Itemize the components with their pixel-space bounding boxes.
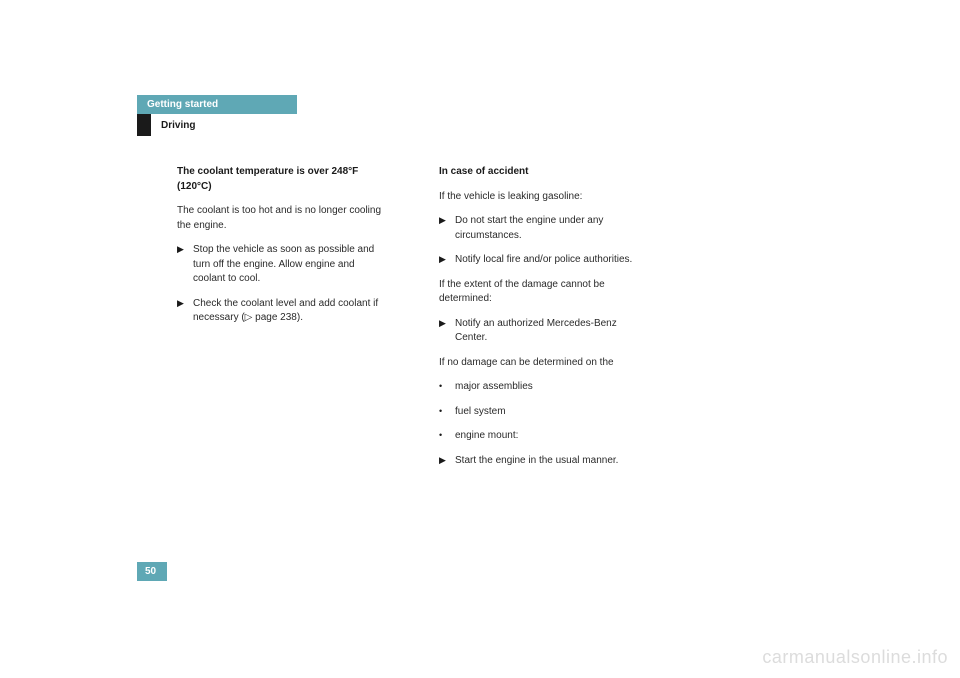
bullet-text: Start the engine in the usual manner. [455,454,649,469]
bullet-item: ▶ Check the coolant level and add coolan… [177,297,387,326]
col1-intro: The coolant is too hot and is no longer … [177,204,387,233]
triangle-icon: ▶ [439,454,455,469]
dot-icon: • [439,429,455,444]
bullet-text: engine mount: [455,429,649,444]
col2-heading: In case of accident [439,165,649,180]
dot-icon: • [439,405,455,420]
page-number: 50 [137,562,167,581]
dot-icon: • [439,380,455,395]
bullet-item: • engine mount: [439,429,649,444]
bullet-text: Notify an authorized Mercedes-Benz Cente… [455,317,649,346]
col1-heading: The coolant temperature is over 248°F (1… [177,165,387,194]
triangle-icon: ▶ [177,297,193,326]
section-title: Driving [151,114,195,137]
bullet-text: Notify local fire and/or police authorit… [455,253,649,268]
column-right: In case of accident If the vehicle is le… [439,165,649,478]
bullet-item: • fuel system [439,405,649,420]
manual-page: Getting started Driving The coolant temp… [137,94,837,478]
header-tab: Getting started [137,95,297,114]
col2-intro2: If the extent of the damage cannot be de… [439,278,649,307]
col2-intro3: If no damage can be determined on the [439,356,649,371]
side-marker-block [137,114,151,136]
watermark-text: carmanualsonline.info [762,647,948,668]
bullet-item: ▶ Start the engine in the usual manner. [439,454,649,469]
bullet-item: ▶ Do not start the engine under any circ… [439,214,649,243]
triangle-icon: ▶ [439,214,455,243]
bullet-text: fuel system [455,405,649,420]
triangle-icon: ▶ [177,243,193,287]
bullet-item: ▶ Stop the vehicle as soon as possible a… [177,243,387,287]
bullet-text: Do not start the engine under any circum… [455,214,649,243]
bullet-text: major assemblies [455,380,649,395]
bullet-text: Check the coolant level and add coolant … [193,297,387,326]
bullet-item: ▶ Notify local fire and/or police author… [439,253,649,268]
column-left: The coolant temperature is over 248°F (1… [177,165,387,478]
triangle-icon: ▶ [439,317,455,346]
col2-intro1: If the vehicle is leaking gasoline: [439,190,649,205]
header-sub-row: Driving [137,114,837,137]
bullet-item: • major assemblies [439,380,649,395]
content-columns: The coolant temperature is over 248°F (1… [137,165,837,478]
bullet-text: Stop the vehicle as soon as possible and… [193,243,387,287]
bullet-item: ▶ Notify an authorized Mercedes-Benz Cen… [439,317,649,346]
triangle-icon: ▶ [439,253,455,268]
